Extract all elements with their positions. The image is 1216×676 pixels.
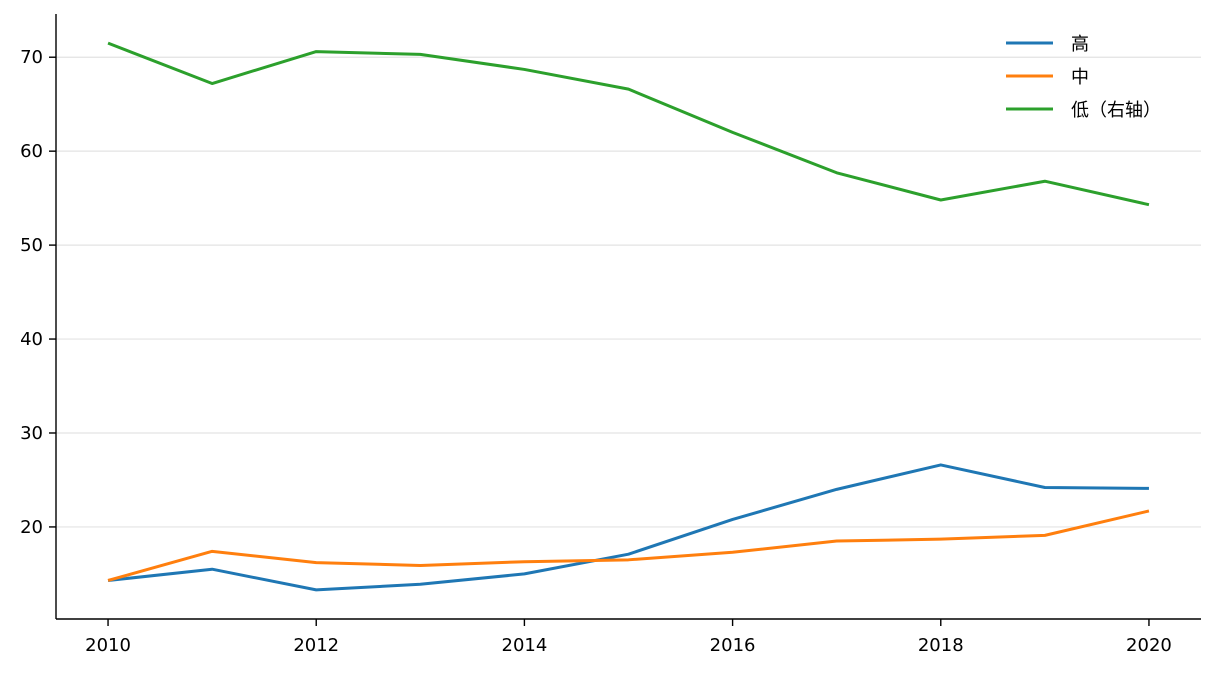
y-tick-label-70: 70 bbox=[20, 47, 43, 68]
y-tick-label-60: 60 bbox=[20, 141, 43, 162]
y-tick-label-50: 50 bbox=[20, 235, 43, 256]
series-line-1 bbox=[107, 509, 1150, 582]
series-line-0 bbox=[107, 463, 1149, 592]
y-tick-label-40: 40 bbox=[20, 329, 43, 350]
series-layer bbox=[107, 41, 1150, 592]
x-tick-label-2016: 2016 bbox=[710, 635, 756, 656]
x-axis-ticks: 2010 2012 2014 2016 2018 2020 bbox=[85, 619, 1172, 656]
y-tick-label-20: 20 bbox=[20, 517, 43, 538]
x-tick-label-2014: 2014 bbox=[502, 635, 548, 656]
x-tick-label-2020: 2020 bbox=[1126, 635, 1172, 656]
legend-label-1: 中 bbox=[1071, 67, 1089, 88]
axes-layer bbox=[55, 14, 1201, 620]
x-tick-label-2018: 2018 bbox=[918, 635, 964, 656]
legend: 高中低（右轴） bbox=[1006, 34, 1161, 121]
legend-label-0: 高 bbox=[1071, 34, 1089, 55]
x-tick-label-2012: 2012 bbox=[293, 635, 339, 656]
grid-layer bbox=[56, 56, 1201, 528]
x-tick-label-2010: 2010 bbox=[85, 635, 131, 656]
series-line-2 bbox=[107, 41, 1150, 207]
y-axis-ticks: 20 30 40 50 60 70 bbox=[20, 47, 56, 538]
legend-label-2: 低（右轴） bbox=[1071, 100, 1161, 121]
y-tick-label-30: 30 bbox=[20, 423, 43, 444]
